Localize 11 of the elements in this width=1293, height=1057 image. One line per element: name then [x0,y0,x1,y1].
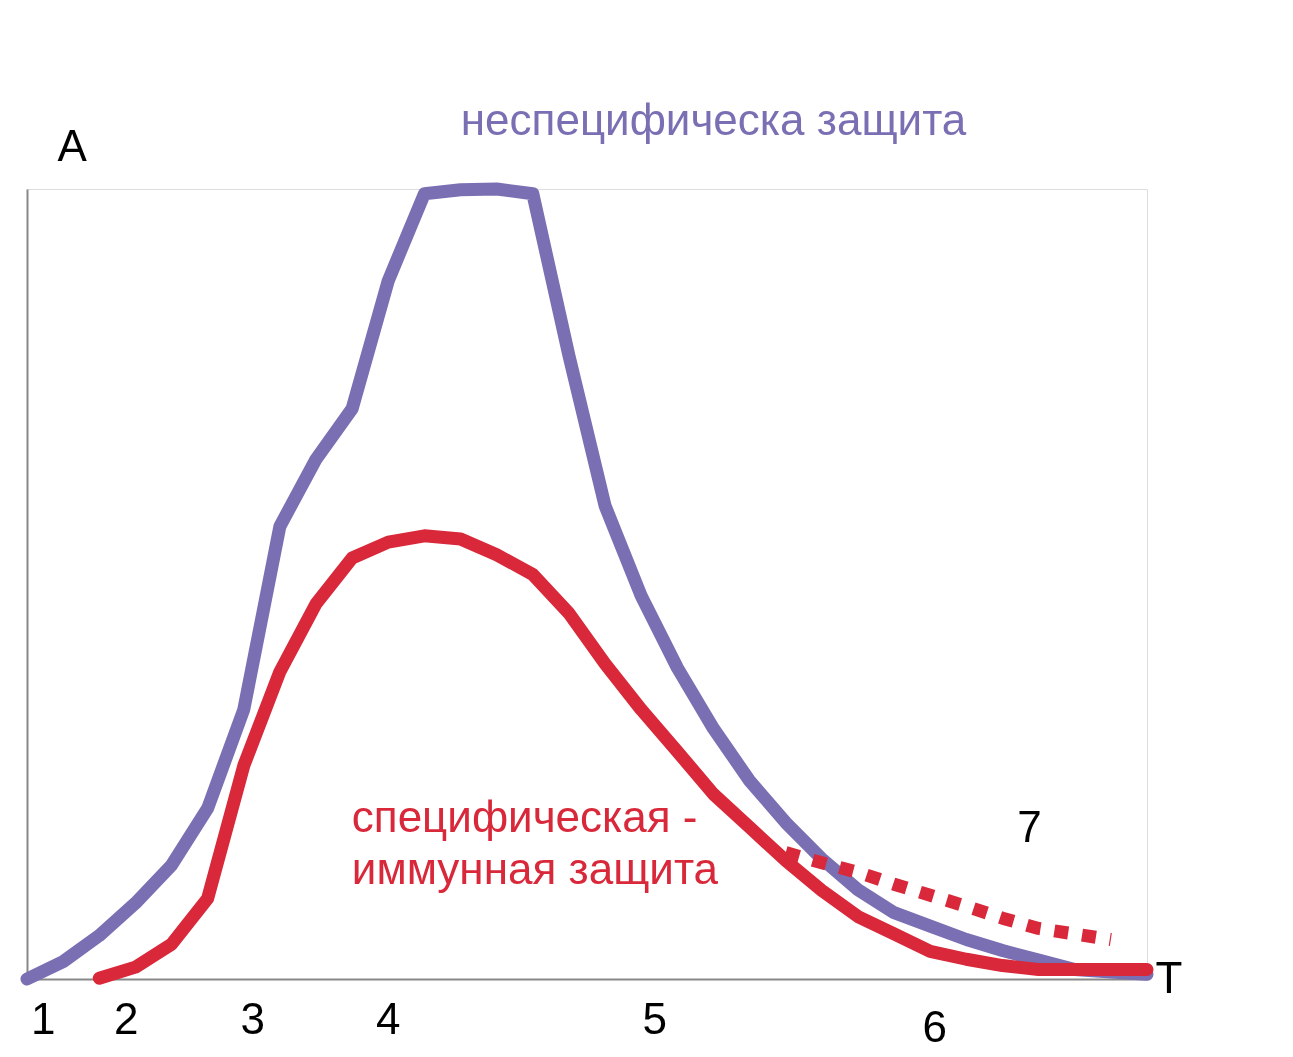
text: 4 [376,994,401,1043]
text: 3 [240,994,266,1043]
annotation: 7 [1017,801,1042,851]
text: 2 [114,994,139,1043]
text: 1 [31,994,56,1043]
text: 5 [642,994,667,1043]
y-axis-title: A [57,120,88,170]
series-label: специфическая - иммунная защита [351,792,719,894]
series-label: неспецифическа защита [460,95,967,144]
text: 6 [922,1002,947,1051]
x-axis-title: T [1155,952,1183,1002]
